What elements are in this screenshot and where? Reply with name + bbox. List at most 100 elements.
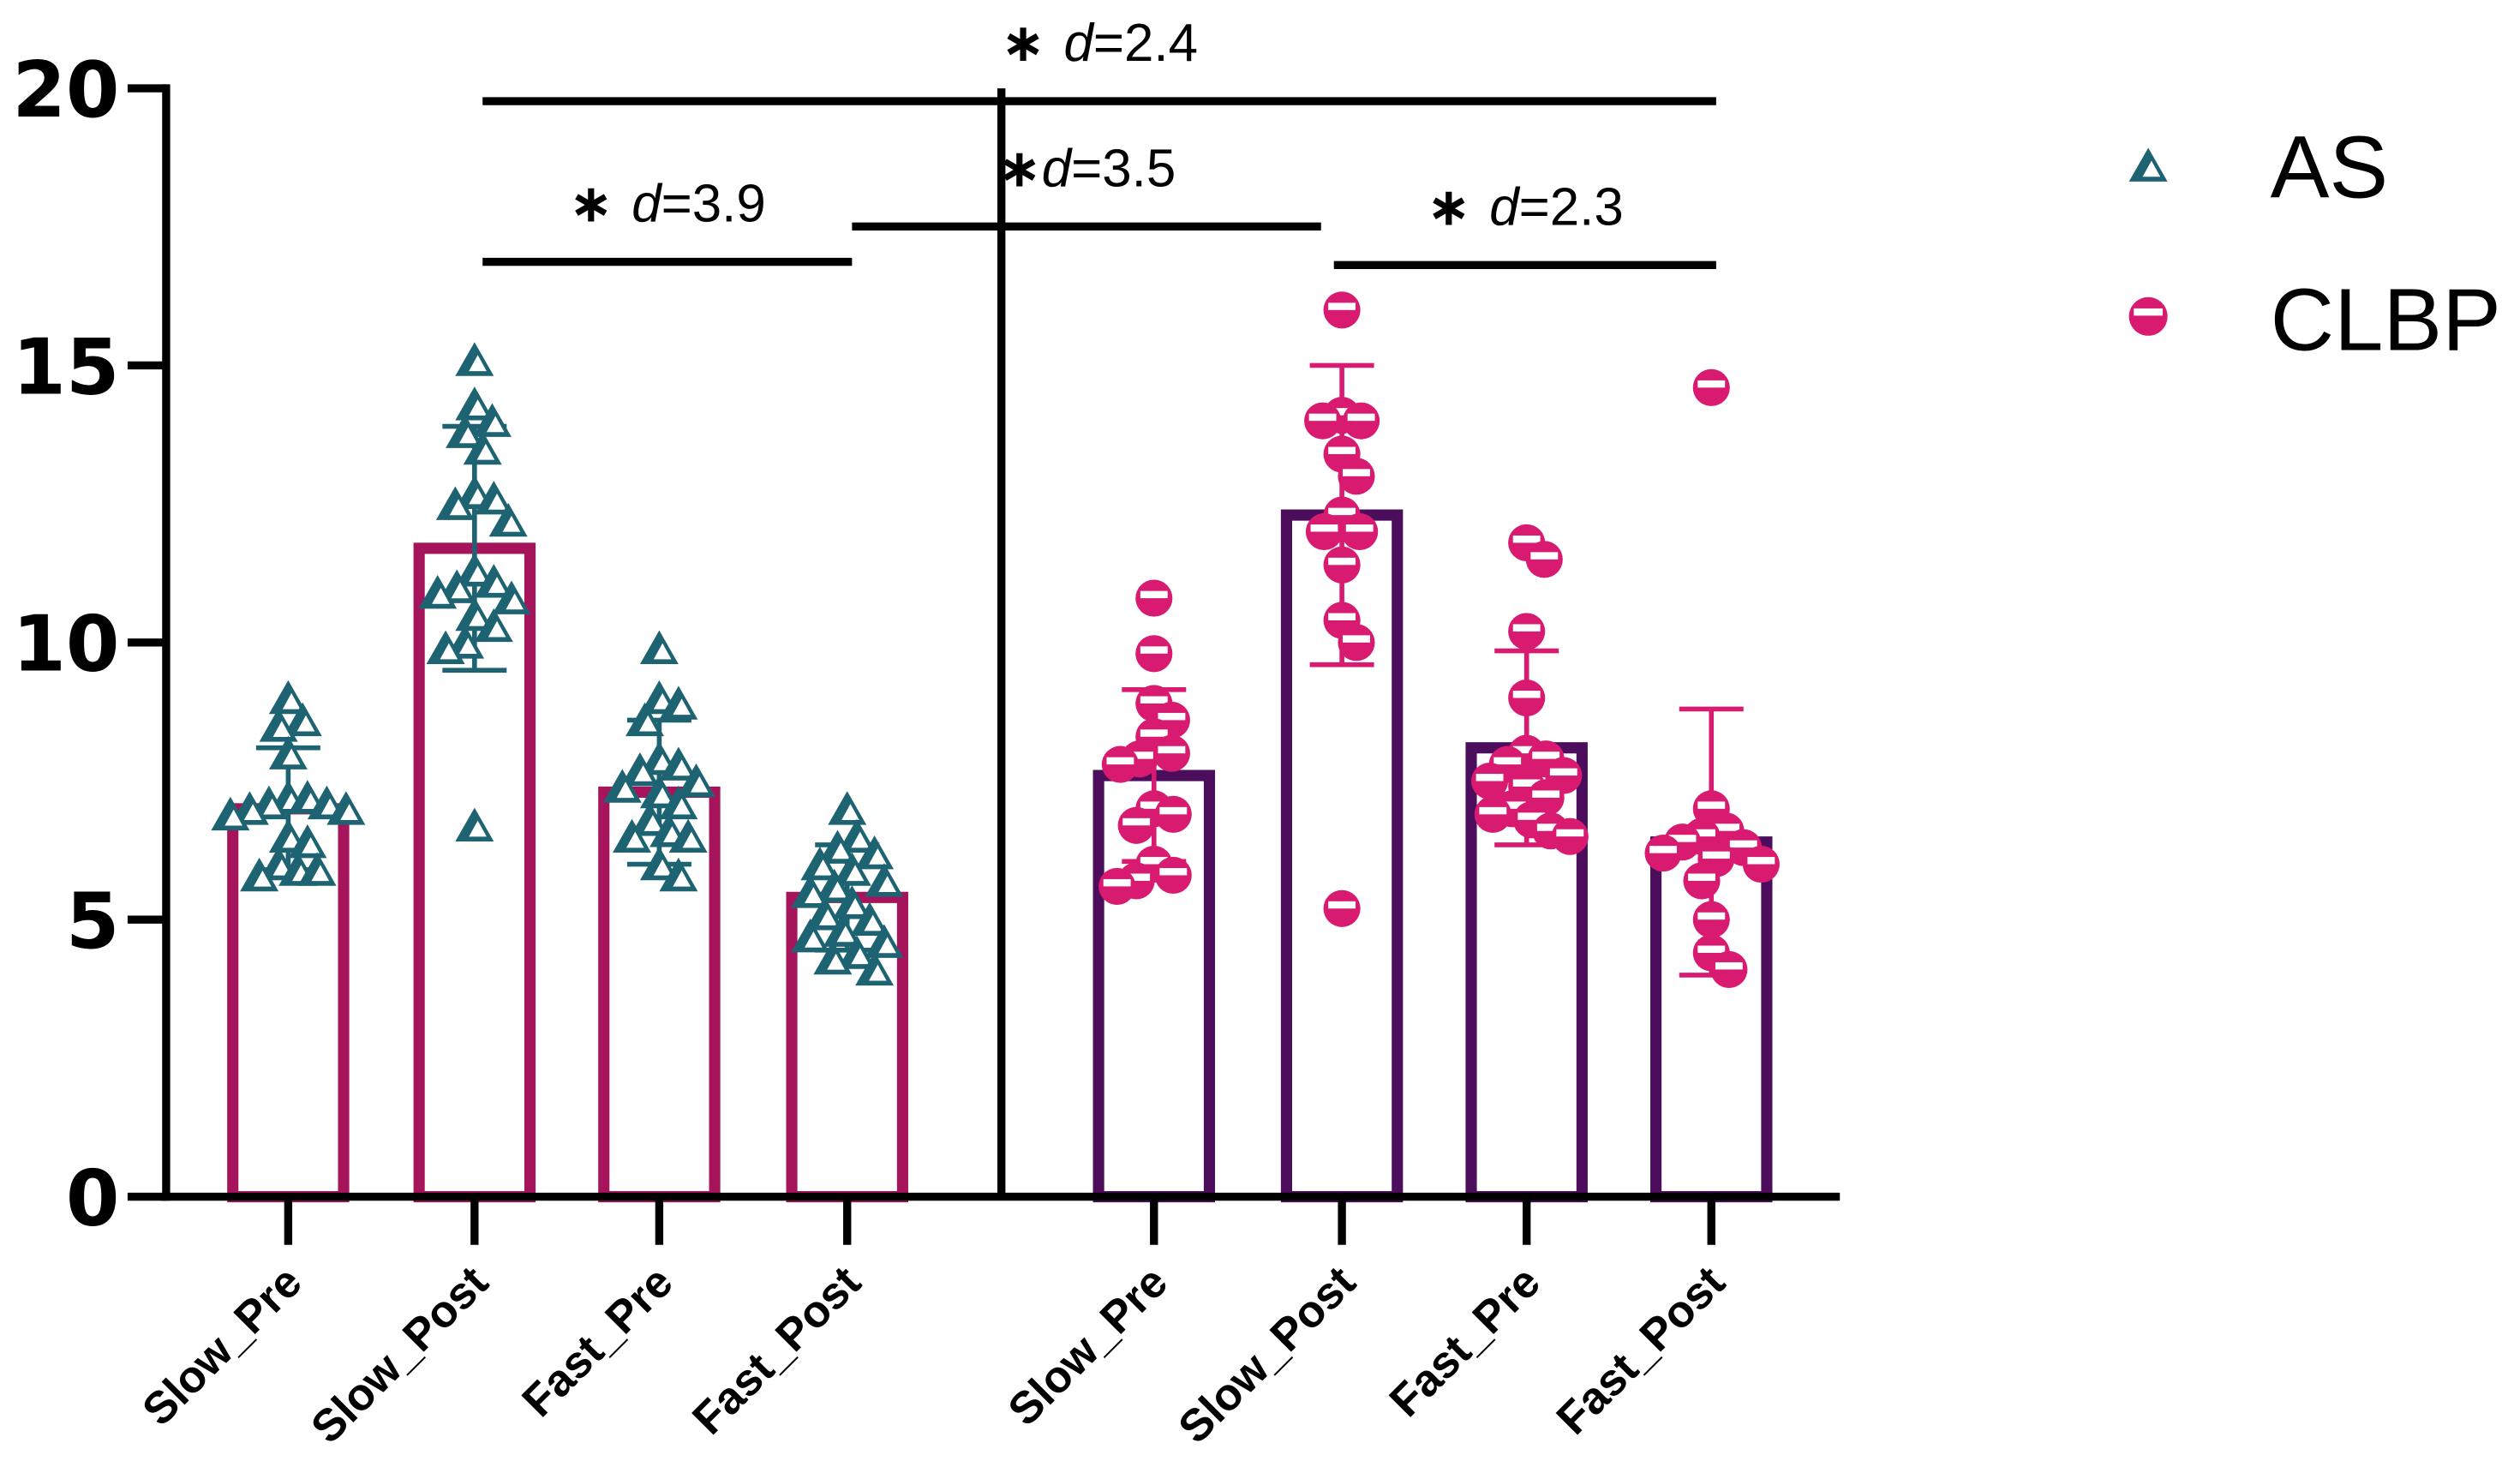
point-as-fast-pre-15 (639, 846, 679, 881)
triangle-inner (469, 566, 487, 582)
point-clbp-fast-post-9 (1683, 862, 1721, 900)
effect-size-symbol: d (631, 175, 663, 234)
point-clbp-fast-pre-12 (1474, 795, 1511, 833)
triangle-inner (451, 582, 470, 599)
triangle-inner (814, 859, 832, 876)
triangle-inner (643, 815, 662, 831)
point-clbp-slow-pre-5 (1152, 734, 1190, 772)
triangle-inner (673, 698, 691, 716)
circle-band (1512, 535, 1541, 543)
circle-band (1158, 745, 1186, 754)
triangle-inner (653, 754, 672, 770)
point-as-fast-pre-8 (602, 769, 642, 803)
circle-band (1512, 745, 1541, 754)
triangle-inner (673, 759, 691, 776)
circle-band (1125, 751, 1153, 759)
significance-annotations: ∗ d=2.4∗ d=3.9∗d=3.5∗ d=2.3 (482, 12, 1716, 269)
point-clbp-slow-post-8 (1305, 512, 1344, 551)
triangle-inner (869, 964, 887, 981)
point-as-slow-post-2 (472, 403, 512, 437)
circle-band (1158, 712, 1186, 721)
triangle-inner (488, 494, 506, 510)
point-as-fast-post-13 (791, 918, 830, 953)
point-as-fast-pre-11 (630, 802, 669, 836)
triangle-inner (243, 804, 262, 820)
triangle-inner (302, 793, 320, 810)
point-as-slow-pre-3 (268, 735, 308, 769)
point-as-slow-pre-10 (211, 796, 250, 831)
y-tick-label-10: 10 (12, 600, 119, 690)
point-as-slow-post-14 (455, 596, 494, 632)
legend-item-as: AS (2128, 118, 2389, 217)
circle-band (1328, 507, 1356, 516)
point-as-fast-pre-10 (659, 785, 698, 820)
circle-band (1702, 851, 1730, 859)
triangle-inner (846, 898, 865, 914)
circle-marker-outer (2128, 296, 2168, 336)
point-clbp-slow-post-12 (1323, 889, 1361, 927)
triangle-marker-inner (2142, 160, 2161, 177)
triangle-inner (296, 715, 315, 732)
circle-band (1479, 806, 1507, 815)
legend-label-as: AS (2271, 118, 2389, 217)
triangle-inner (488, 577, 506, 593)
point-clbp-slow-pre-7 (1101, 745, 1139, 783)
significance-bracket-0: ∗ d=2.4 (482, 12, 1716, 105)
triangle-marker-icon (2128, 147, 2168, 182)
circle-band (1512, 691, 1541, 698)
point-as-slow-post-8 (488, 502, 528, 537)
point-as-fast-pre-3 (626, 702, 665, 737)
circle-band (1729, 840, 1757, 848)
legend-label-clbp: CLBP (2271, 271, 2501, 369)
triangle-inner (254, 870, 272, 887)
effect-size-value: =2.3 (1519, 177, 1624, 237)
point-as-slow-post-10 (474, 564, 513, 598)
circle-band (1345, 524, 1374, 532)
point-as-slow-post-3 (446, 414, 485, 448)
circle-band (1498, 801, 1526, 809)
point-clbp-slow-pre-1 (1135, 635, 1173, 673)
triangle-inner (469, 488, 487, 505)
circle-band (1688, 829, 1715, 837)
circle-band (1697, 945, 1726, 954)
triangle-inner (486, 416, 505, 433)
circle-band (1310, 524, 1338, 532)
point-clbp-fast-post-10 (1692, 901, 1730, 938)
triangle-inner (851, 831, 870, 848)
triangle-inner (663, 826, 681, 842)
point-as-fast-post-7 (815, 868, 854, 903)
circle-band (1536, 823, 1565, 831)
effect-size-value: =2.4 (1093, 14, 1198, 73)
point-as-fast-pre-0 (639, 630, 679, 665)
point-clbp-fast-pre-1 (1525, 541, 1563, 578)
y-tick-label-15: 15 (12, 322, 119, 412)
triangle-inner (488, 620, 506, 638)
circle-band (1697, 801, 1726, 809)
triangle-inner (673, 870, 691, 887)
point-as-slow-pre-2 (259, 708, 298, 742)
significance-star: ∗ (1001, 12, 1063, 74)
triangle-inner (831, 842, 850, 859)
circle-band (1343, 635, 1370, 643)
triangle-inner (869, 847, 887, 865)
point-as-slow-post-12 (418, 575, 458, 609)
significance-star: ∗ (997, 137, 1042, 199)
point-as-slow-post-13 (492, 580, 531, 614)
point-clbp-slow-post-2 (1343, 402, 1380, 440)
half-circle-marker-icon (2128, 296, 2168, 336)
point-clbp-slow-pre-9 (1154, 795, 1192, 833)
point-as-fast-pre-5 (659, 746, 698, 781)
y-tick-label-5: 5 (66, 877, 120, 967)
point-as-fast-post-17 (855, 951, 895, 986)
circle-band (1328, 446, 1356, 454)
point-clbp-fast-post-12 (1710, 950, 1748, 988)
circle-band (1556, 829, 1584, 837)
circle-band (1697, 380, 1726, 388)
significance-label: ∗ d=2.3 (1427, 176, 1624, 237)
circle-band (1328, 302, 1356, 310)
circle-band (1328, 408, 1356, 416)
significance-bracket-2: ∗d=3.5 (852, 137, 1321, 231)
point-as-slow-pre-15 (297, 852, 337, 886)
point-clbp-slow-post-11 (1338, 624, 1375, 662)
point-clbp-slow-pre-12 (1154, 856, 1192, 895)
